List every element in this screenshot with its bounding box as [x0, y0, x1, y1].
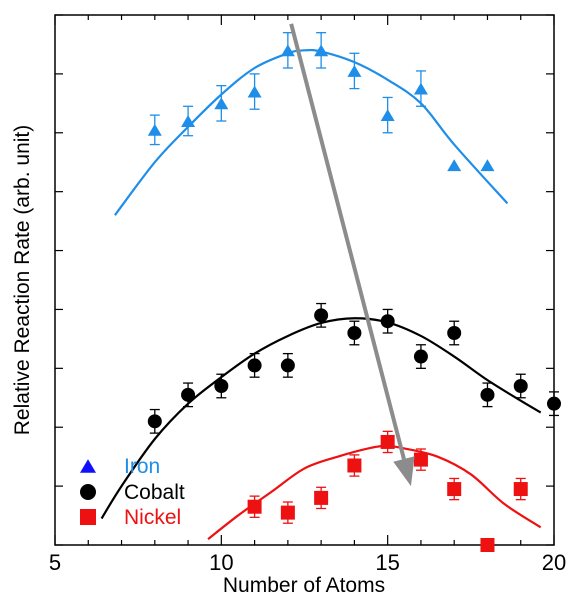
- cobalt-point: [247, 358, 262, 373]
- arrow-shaft: [289, 23, 406, 460]
- x-tick-label: 15: [375, 550, 399, 575]
- iron-point: [214, 97, 229, 110]
- cobalt-point: [480, 387, 495, 402]
- iron-point: [247, 85, 262, 98]
- iron-point: [347, 64, 362, 77]
- legend-marker-nickel: [80, 509, 96, 525]
- fit-curves: [100, 48, 542, 540]
- x-axis-title: Number of Atoms: [223, 574, 385, 597]
- iron-point: [314, 44, 329, 57]
- cobalt-point: [280, 358, 295, 373]
- cobalt-point: [380, 314, 395, 329]
- arrow-head: [393, 456, 415, 487]
- legend-marker-iron: [80, 459, 96, 473]
- iron-point: [280, 44, 295, 57]
- cobalt-point: [547, 396, 561, 411]
- x-tick-label: 5: [49, 550, 61, 575]
- cobalt-point: [413, 349, 428, 364]
- cobalt-point: [347, 326, 362, 340]
- iron-point: [480, 159, 495, 172]
- cobalt-point: [147, 414, 162, 429]
- cobalt-point: [447, 326, 462, 340]
- legend-marker-cobalt: [80, 484, 96, 500]
- iron-point: [181, 115, 196, 127]
- nickel-point: [447, 482, 462, 497]
- nickel-point: [247, 499, 262, 514]
- nickel-point: [347, 458, 362, 473]
- cobalt-point: [214, 379, 229, 393]
- data-points: [147, 32, 561, 552]
- nickel-point: [314, 490, 329, 505]
- legend-label-cobalt: Cobalt: [124, 481, 185, 504]
- legend-label-nickel: Nickel: [124, 506, 181, 529]
- trend-arrow: [289, 23, 415, 487]
- iron-point: [447, 159, 462, 172]
- iron-point: [413, 82, 428, 95]
- x-tick-label: 10: [209, 550, 233, 575]
- nickel-point: [380, 434, 395, 449]
- plot-frame: [54, 14, 555, 546]
- y-axis-title: Relative Reaction Rate (arb. unit): [11, 125, 34, 435]
- nickel-point: [280, 505, 295, 520]
- legend-label-iron: Iron: [124, 455, 160, 478]
- nickel-point: [480, 538, 495, 552]
- fit-curve-iron: [114, 48, 509, 216]
- cobalt-point: [513, 379, 528, 393]
- nickel-point: [513, 482, 528, 497]
- cobalt-point: [314, 308, 329, 323]
- iron-point: [380, 109, 395, 122]
- axis-ticks: 5 10 15 20: [49, 14, 566, 575]
- x-tick-label: 20: [542, 550, 566, 575]
- fit-curve-nickel: [207, 444, 542, 540]
- nickel-point: [413, 452, 428, 467]
- iron-point: [147, 123, 162, 136]
- cobalt-point: [181, 387, 196, 402]
